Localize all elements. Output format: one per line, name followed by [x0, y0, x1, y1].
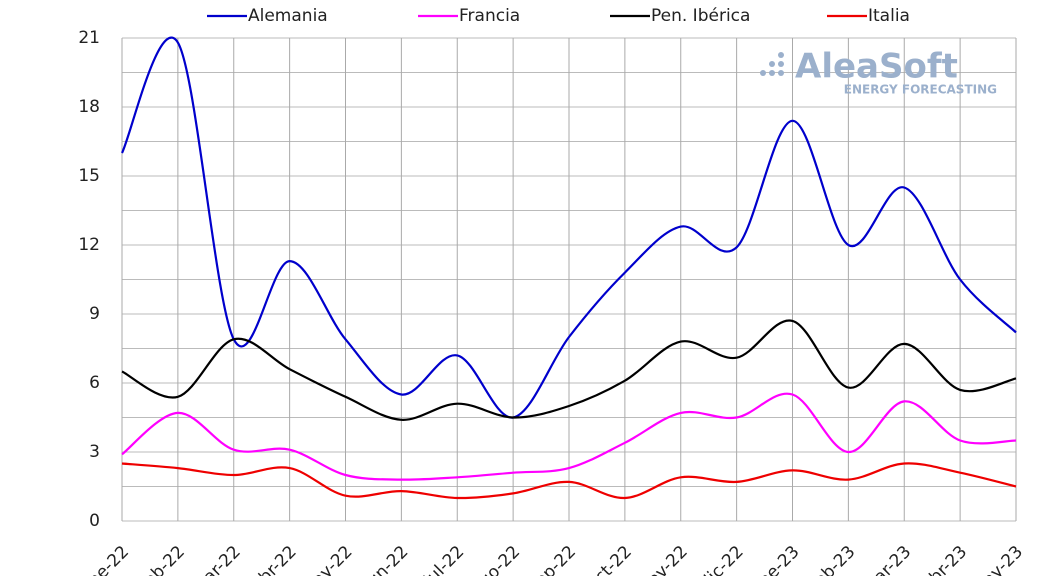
y-tick-label: 18	[78, 97, 100, 117]
legend-label: Italia	[868, 6, 910, 26]
legend-label: Alemania	[248, 6, 328, 26]
logo-tagline: ENERGY FORECASTING	[844, 83, 997, 97]
y-tick-label: 9	[89, 304, 100, 324]
legend-label: Pen. Ibérica	[651, 6, 750, 26]
x-tick-label: oct-22	[583, 542, 635, 576]
y-tick-label: 0	[89, 511, 100, 531]
x-tick-label: abr-23	[918, 542, 971, 576]
x-tick-label: may-23	[967, 542, 1027, 576]
series-line	[121, 319, 1017, 421]
x-tick-label: may-22	[297, 542, 357, 576]
logo-name: AleaSoft	[795, 47, 958, 87]
x-tick-label: feb-23	[806, 542, 859, 576]
x-tick-label: ene-22	[77, 542, 133, 576]
x-tick-label: feb-22	[136, 542, 189, 576]
y-tick-label: 15	[78, 166, 100, 186]
x-tick-label: abr-22	[248, 542, 301, 576]
x-tick-label: jul-22	[420, 542, 469, 576]
y-tick-label: 12	[78, 235, 100, 255]
x-tick-label: mar-22	[188, 542, 245, 576]
x-tick-label: nov-22	[636, 542, 692, 576]
x-tick-label: ago-22	[468, 542, 524, 576]
y-tick-label: 6	[89, 373, 100, 393]
x-tick-label: sep-22	[525, 542, 580, 576]
x-tick-label: ene-23	[747, 542, 803, 576]
logo-dots	[760, 52, 784, 76]
series-line	[121, 462, 1017, 500]
series-line	[121, 392, 1017, 481]
y-tick-label: 3	[89, 442, 100, 462]
x-tick-label: jun-22	[359, 542, 412, 576]
y-tick-label: 21	[78, 28, 100, 48]
x-tick-label: mar-23	[858, 542, 915, 576]
x-tick-label: dic-22	[696, 542, 747, 576]
legend-label: Francia	[459, 6, 520, 26]
